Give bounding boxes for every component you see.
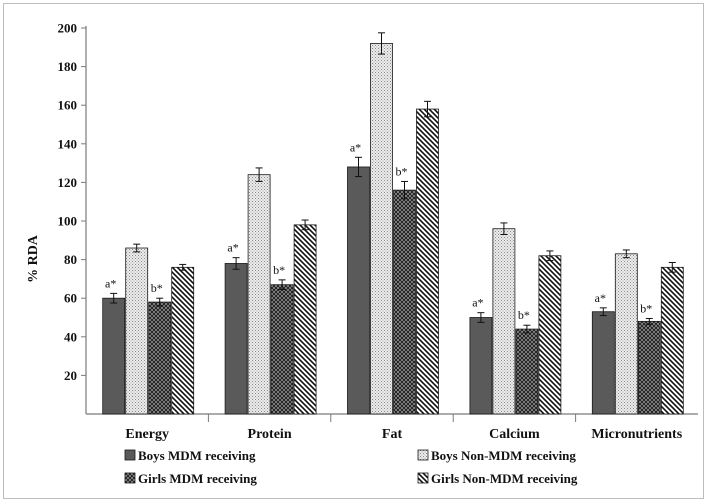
figure-border bbox=[3, 3, 704, 499]
bar bbox=[614, 253, 638, 415]
significance-label: b* bbox=[518, 308, 530, 322]
bar bbox=[393, 189, 416, 415]
y-tick-label: 200 bbox=[58, 21, 78, 36]
y-tick-label: 180 bbox=[58, 59, 78, 74]
bar bbox=[102, 297, 126, 415]
bar bbox=[171, 266, 195, 415]
significance-label: b* bbox=[273, 263, 285, 277]
bar bbox=[469, 317, 493, 415]
bar bbox=[125, 247, 149, 415]
legend-swatch bbox=[417, 449, 429, 461]
y-tick-label: 80 bbox=[64, 252, 77, 267]
bar bbox=[637, 320, 661, 415]
y-tick-label: 40 bbox=[64, 329, 77, 344]
significance-label: b* bbox=[151, 281, 163, 295]
x-category-label: Energy bbox=[125, 427, 169, 442]
legend-label: Girls Non-MDM receiving bbox=[431, 471, 578, 486]
significance-label: a* bbox=[227, 241, 238, 255]
plot-area: 20 40 60 80 100 120 140 160 180 200 a* b* Energy a* b*… bbox=[58, 21, 698, 442]
significance-label: a* bbox=[350, 140, 361, 154]
y-axis-title: % RDA bbox=[26, 234, 41, 283]
bar bbox=[416, 108, 439, 415]
significance-label: b* bbox=[396, 164, 408, 178]
legend-label: Girls MDM receiving bbox=[138, 471, 257, 486]
significance-label: a* bbox=[105, 276, 116, 290]
bar bbox=[247, 174, 271, 415]
significance-label: a* bbox=[472, 296, 483, 310]
x-category-label: Fat bbox=[382, 427, 403, 442]
y-tick-label: 120 bbox=[58, 175, 78, 190]
bar bbox=[224, 263, 248, 415]
bar bbox=[492, 228, 516, 415]
bar bbox=[148, 301, 172, 415]
bar bbox=[270, 284, 294, 415]
bar bbox=[660, 266, 684, 415]
x-category-label: Calcium bbox=[489, 427, 540, 442]
bar bbox=[591, 311, 615, 415]
bar bbox=[538, 255, 562, 415]
x-category-label: Micronutrients bbox=[591, 427, 682, 442]
legend-swatch bbox=[124, 472, 136, 484]
legend-swatch bbox=[417, 472, 429, 484]
significance-label: a* bbox=[595, 291, 606, 305]
y-tick-label: 60 bbox=[64, 291, 77, 306]
y-tick-label: 160 bbox=[58, 98, 78, 113]
bar bbox=[515, 328, 539, 415]
y-tick-label: 100 bbox=[58, 214, 78, 229]
x-category-label: Protein bbox=[248, 427, 292, 442]
y-tick-label: 140 bbox=[58, 136, 78, 151]
bar bbox=[293, 224, 317, 415]
legend-swatch bbox=[124, 449, 136, 461]
bar bbox=[347, 166, 370, 415]
legend-label: Boys Non-MDM receiving bbox=[431, 448, 576, 463]
bar bbox=[370, 43, 393, 415]
legend-label: Boys MDM receiving bbox=[138, 448, 256, 463]
significance-label: b* bbox=[640, 301, 652, 315]
legend: Boys MDM receiving Boys Non-MDM receiving… bbox=[124, 448, 578, 486]
y-tick-label: 20 bbox=[64, 368, 77, 383]
